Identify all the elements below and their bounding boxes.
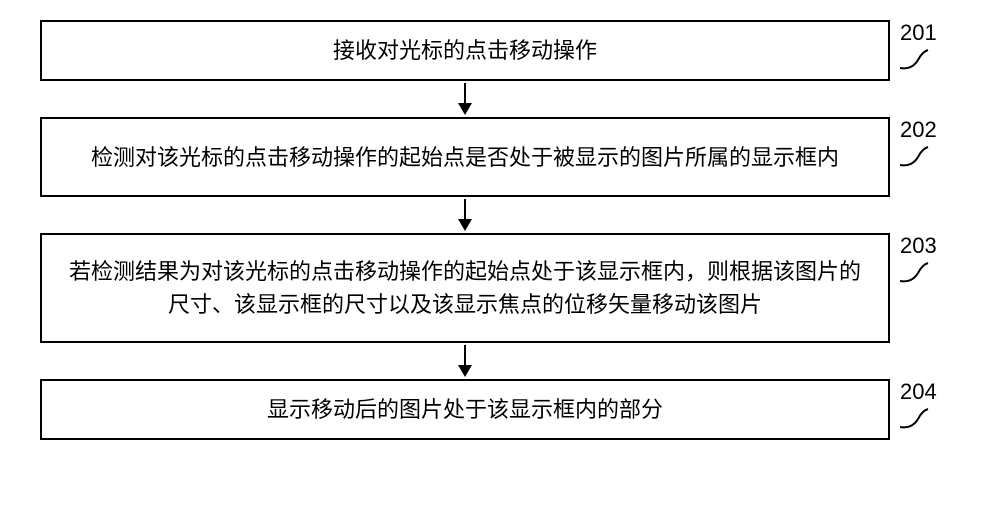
step-box-201: 接收对光标的点击移动操作 <box>40 20 890 81</box>
step-box-204: 显示移动后的图片处于该显示框内的部分 <box>40 379 890 440</box>
step-row-204: 显示移动后的图片处于该显示框内的部分 204 <box>40 379 960 440</box>
step-label: 201 <box>900 20 937 46</box>
step-row-203: 若检测结果为对该光标的点击移动操作的起始点处于该显示框内，则根据该图片的尺寸、该… <box>40 233 960 343</box>
step-box-202: 检测对该光标的点击移动操作的起始点是否处于被显示的图片所属的显示框内 <box>40 117 890 197</box>
step-label: 203 <box>900 233 937 259</box>
label-wrapper-202: 202 <box>900 117 960 170</box>
connector-curve-icon <box>900 48 930 73</box>
step-label: 202 <box>900 117 937 143</box>
step-text: 显示移动后的图片处于该显示框内的部分 <box>267 393 663 426</box>
label-wrapper-204: 204 <box>900 379 960 432</box>
step-text: 若检测结果为对该光标的点击移动操作的起始点处于该显示框内，则根据该图片的尺寸、该… <box>62 255 868 321</box>
step-row-201: 接收对光标的点击移动操作 201 <box>40 20 960 81</box>
label-wrapper-203: 203 <box>900 233 960 286</box>
label-wrapper-201: 201 <box>900 20 960 73</box>
arrow-down-icon <box>458 199 472 231</box>
arrow-down-icon <box>458 345 472 377</box>
arrow-down-icon <box>458 83 472 115</box>
step-text: 检测对该光标的点击移动操作的起始点是否处于被显示的图片所属的显示框内 <box>91 141 839 174</box>
connector-curve-icon <box>900 261 930 286</box>
step-row-202: 检测对该光标的点击移动操作的起始点是否处于被显示的图片所属的显示框内 202 <box>40 117 960 197</box>
step-label: 204 <box>900 379 937 405</box>
connector-curve-icon <box>900 407 930 432</box>
step-text: 接收对光标的点击移动操作 <box>333 34 597 67</box>
step-box-203: 若检测结果为对该光标的点击移动操作的起始点处于该显示框内，则根据该图片的尺寸、该… <box>40 233 890 343</box>
flowchart-container: 接收对光标的点击移动操作 201 检测对该光标的点击移动操作的起始点是否处于被显… <box>40 20 960 440</box>
connector-curve-icon <box>900 145 930 170</box>
